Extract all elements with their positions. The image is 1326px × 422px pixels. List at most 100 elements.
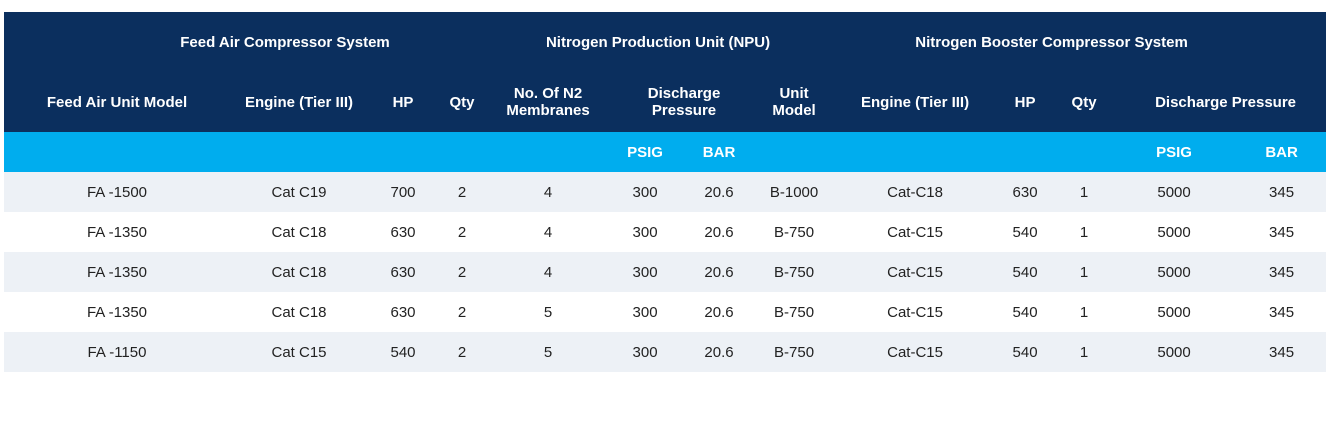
table-cell: 300 <box>610 292 681 332</box>
group-booster: Nitrogen Booster Compressor System <box>830 12 1326 72</box>
unit-bar-2: BAR <box>1230 132 1326 172</box>
table-cell: 4 <box>486 212 611 252</box>
table-cell: 5000 <box>1118 252 1231 292</box>
table-cell: B-750 <box>758 332 831 372</box>
table-cell: Cat C19 <box>230 172 368 212</box>
col-engine-1: Engine (Tier III) <box>230 72 368 132</box>
table-cell: 300 <box>610 252 681 292</box>
table-cell: 300 <box>610 172 681 212</box>
table-cell: 700 <box>368 172 438 212</box>
unit-bar-1: BAR <box>680 132 759 172</box>
table-cell: Cat C18 <box>230 212 368 252</box>
table-cell: 20.6 <box>680 252 759 292</box>
table-cell: 4 <box>486 172 611 212</box>
col-discharge-line1: Discharge <box>647 85 721 102</box>
table-cell: 630 <box>1000 172 1051 212</box>
col-qty-1: Qty <box>438 72 487 132</box>
table-cell: 2 <box>438 212 487 252</box>
table-cell: Cat C15 <box>230 332 368 372</box>
col-unit-model-line2: Model <box>772 102 816 119</box>
table-cell: Cat-C15 <box>830 292 1001 332</box>
table-cell: 5000 <box>1118 292 1231 332</box>
table-cell: Cat-C15 <box>830 252 1001 292</box>
col-feed-air-unit-model: Feed Air Unit Model <box>4 72 230 132</box>
table-cell: 300 <box>610 212 681 252</box>
table-cell: 345 <box>1230 332 1326 372</box>
table-cell: 4 <box>486 252 611 292</box>
col-membranes: No. Of N2 Membranes <box>486 72 611 132</box>
table-cell: 2 <box>438 332 487 372</box>
table-cell: 1 <box>1050 252 1119 292</box>
col-unit-model-line1: Unit <box>779 85 809 102</box>
table-cell: FA -1350 <box>4 212 230 252</box>
table-cell: 540 <box>1000 252 1051 292</box>
table-cell: Cat-C18 <box>830 172 1001 212</box>
table-cell: 345 <box>1230 252 1326 292</box>
table-cell: FA -1500 <box>4 172 230 212</box>
table-cell: 540 <box>1000 292 1051 332</box>
table-cell: 20.6 <box>680 172 759 212</box>
table-cell: 300 <box>610 332 681 372</box>
table-cell: 1 <box>1050 292 1119 332</box>
unit-psig-2: PSIG <box>1118 132 1231 172</box>
table-cell: 20.6 <box>680 292 759 332</box>
table-row: FA -1350 Cat C18 630 2 5 300 20.6 B-750 Cat-C15 5… <box>4 292 1326 332</box>
table-cell: 5000 <box>1118 212 1231 252</box>
table-row: FA -1150 Cat C15 540 2 5 300 20.6 B-750 Cat-C15 5… <box>4 332 1326 372</box>
spec-table: Feed Air Compressor System Nitrogen Prod… <box>4 12 1326 372</box>
table-cell: B-1000 <box>758 172 831 212</box>
column-header-row: Feed Air Unit Model Engine (Tier III) HP… <box>4 72 1326 132</box>
table-cell: 540 <box>368 332 438 372</box>
table-cell: 20.6 <box>680 332 759 372</box>
table-cell: Cat C18 <box>230 292 368 332</box>
table-cell: 5 <box>486 292 611 332</box>
table-cell: 1 <box>1050 332 1119 372</box>
table-cell: 20.6 <box>680 212 759 252</box>
table-cell: FA -1150 <box>4 332 230 372</box>
table-cell: 5000 <box>1118 172 1231 212</box>
table-cell: 2 <box>438 172 487 212</box>
col-hp-1: HP <box>368 72 438 132</box>
group-npu: Nitrogen Production Unit (NPU) <box>486 12 831 72</box>
col-discharge-line2: Pressure <box>651 102 717 119</box>
group-header-row: Feed Air Compressor System Nitrogen Prod… <box>4 12 1326 72</box>
table-cell: B-750 <box>758 292 831 332</box>
table-cell: FA -1350 <box>4 252 230 292</box>
table-cell: 345 <box>1230 172 1326 212</box>
table-cell: 540 <box>1000 212 1051 252</box>
table-cell: 1 <box>1050 172 1119 212</box>
table-cell: 2 <box>438 252 487 292</box>
col-hp-2: HP <box>1000 72 1051 132</box>
table-cell: B-750 <box>758 212 831 252</box>
table-cell: 540 <box>1000 332 1051 372</box>
col-qty-2: Qty <box>1050 72 1119 132</box>
table-cell: 345 <box>1230 292 1326 332</box>
col-membranes-line1: No. Of N2 <box>513 85 583 102</box>
table-cell: 630 <box>368 212 438 252</box>
table-cell: 5000 <box>1118 332 1231 372</box>
col-membranes-line2: Membranes <box>506 102 590 119</box>
table-row: FA -1500 Cat C19 700 2 4 300 20.6 B-1000 Cat-C18… <box>4 172 1326 212</box>
table-cell: 5 <box>486 332 611 372</box>
table-cell: 630 <box>368 292 438 332</box>
group-feed-air: Feed Air Compressor System <box>4 12 487 72</box>
table-row: FA -1350 Cat C18 630 2 4 300 20.6 B-750 Cat-C15 5… <box>4 252 1326 292</box>
table-cell: Cat C18 <box>230 252 368 292</box>
col-discharge-pressure-1: Discharge Pressure <box>610 72 759 132</box>
table-cell: Cat-C15 <box>830 212 1001 252</box>
table-body: FA -1500 Cat C19 700 2 4 300 20.6 B-1000 Cat-C18… <box>4 172 1326 372</box>
spec-table-container: Feed Air Compressor System Nitrogen Prod… <box>4 12 1326 372</box>
col-discharge-pressure-2: Discharge Pressure <box>1118 72 1326 132</box>
table-cell: B-750 <box>758 252 831 292</box>
table-cell: 345 <box>1230 212 1326 252</box>
table-cell: 1 <box>1050 212 1119 252</box>
unit-psig-1: PSIG <box>610 132 681 172</box>
table-cell: Cat-C15 <box>830 332 1001 372</box>
table-cell: 630 <box>368 252 438 292</box>
units-header-row: PSIG BAR PSIG BAR <box>4 132 1326 172</box>
col-unit-model: Unit Model <box>758 72 831 132</box>
table-row: FA -1350 Cat C18 630 2 4 300 20.6 B-750 Cat-C15 5… <box>4 212 1326 252</box>
table-cell: FA -1350 <box>4 292 230 332</box>
table-cell: 2 <box>438 292 487 332</box>
col-engine-2: Engine (Tier III) <box>830 72 1001 132</box>
